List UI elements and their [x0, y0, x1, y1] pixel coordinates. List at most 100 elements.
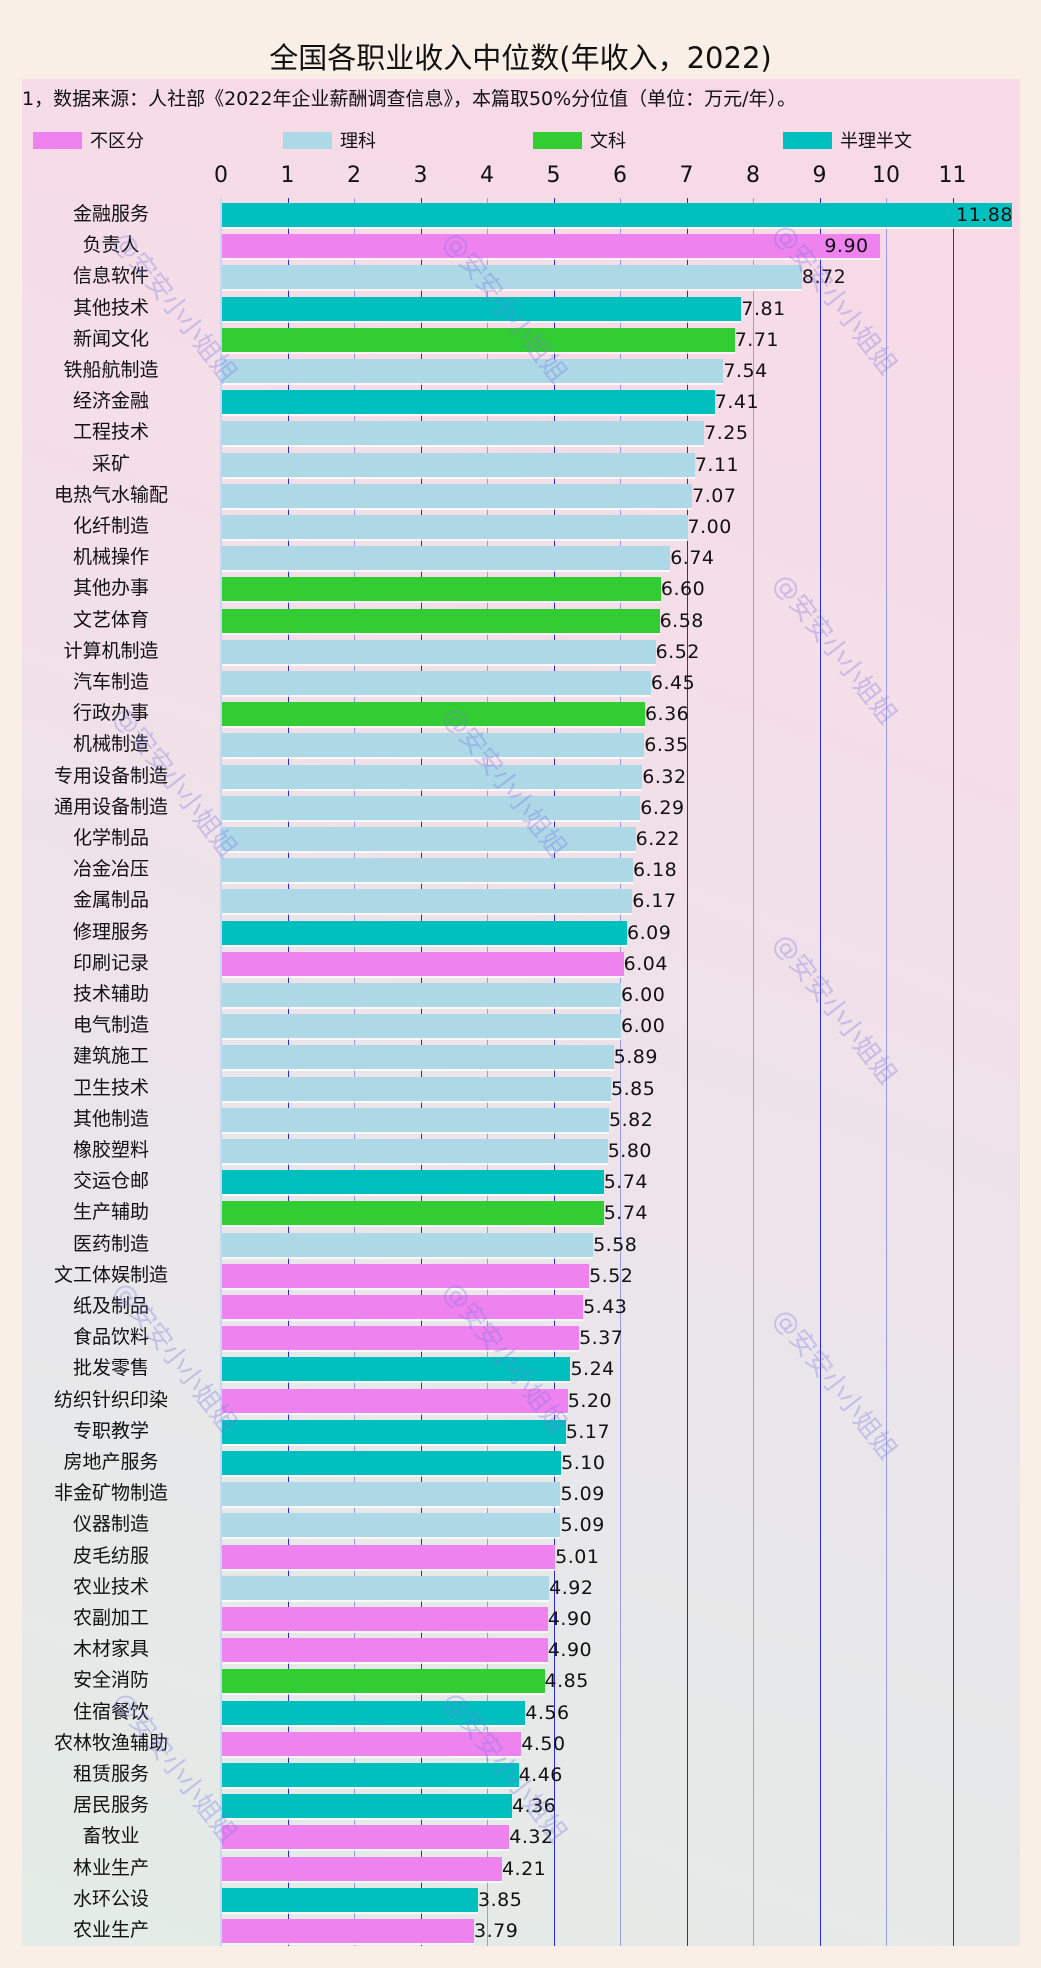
value-label: 5.37: [579, 1327, 624, 1350]
bar-row: 采矿 7.11: [0, 448, 1041, 479]
category-label: 负责人: [82, 234, 140, 257]
bar: [222, 1263, 590, 1288]
category-label: 住宿餐饮: [72, 1700, 149, 1723]
axis-tick-label: 0: [214, 163, 228, 188]
bar: [222, 764, 643, 789]
value-label: 7.00: [687, 516, 732, 538]
bar: [222, 1919, 475, 1943]
value-label: 5.52: [589, 1264, 634, 1287]
gridline: [288, 198, 289, 1946]
bar-row: 农副加工 4.90: [0, 1602, 1041, 1633]
category-label: 专职教学: [72, 1419, 149, 1442]
bar: [222, 858, 633, 883]
bar: [222, 608, 660, 633]
category-label: 批发零售: [72, 1357, 149, 1380]
bar-row: 其他技术 7.81: [0, 292, 1041, 323]
bar: [222, 795, 641, 820]
category-label: 其他制造: [72, 1107, 149, 1130]
value-label: 7.41: [714, 391, 760, 414]
value-label: 6.04: [623, 952, 668, 975]
value-label: 5.20: [567, 1389, 613, 1412]
bar-row: 交运仓邮 5.74: [0, 1165, 1041, 1196]
gridline: [820, 198, 821, 1946]
bar-row: 其他制造 5.82: [0, 1103, 1041, 1134]
bar: [222, 733, 645, 758]
category-label: 畜牧业: [82, 1825, 140, 1848]
axis-tick-label: 6: [613, 163, 627, 188]
legend-label: 理科: [340, 131, 376, 152]
bar-row: 负责人 9.90: [0, 229, 1041, 260]
category-label: 卫生技术: [72, 1076, 149, 1099]
bar-row: 电热气水输配 7.07: [0, 479, 1041, 510]
value-label: 7.07: [692, 484, 737, 507]
bar-row: 行政办事 6.36: [0, 697, 1041, 728]
value-label: 4.92: [549, 1576, 594, 1599]
category-label: 纸及制品: [72, 1295, 149, 1317]
value-label: 5.74: [603, 1171, 649, 1194]
value-label: 6.18: [632, 859, 678, 882]
bar-row: 专用设备制造 6.32: [0, 760, 1041, 791]
category-label: 计算机制造: [63, 639, 159, 662]
value-label: 4.32: [509, 1826, 554, 1849]
category-label: 电气制造: [72, 1014, 149, 1037]
bar: [222, 1107, 610, 1132]
category-label: 化纤制造: [72, 515, 149, 537]
gridline: [886, 198, 887, 1946]
bar: [222, 702, 645, 727]
legend-swatch-icon: [533, 131, 582, 149]
bar-row: 机械操作 6.74: [0, 541, 1041, 572]
gridline: [953, 198, 954, 1946]
source-note: 1，数据来源：人社部《2022年企业薪酬调查信息》，本篇取50%分位值（单位：万…: [22, 88, 797, 110]
value-label: 7.71: [734, 328, 780, 351]
value-label: 7.25: [704, 422, 749, 445]
bar-row: 冶金冶压 6.18: [0, 853, 1041, 884]
bar: [222, 1295, 584, 1319]
bar: [222, 1887, 479, 1912]
bar: [222, 1544, 556, 1569]
bar-row: 电气制造 6.00: [0, 1009, 1041, 1040]
bar-row: 专职教学 5.17: [0, 1415, 1041, 1446]
chart-panel: [22, 79, 1020, 1946]
gridline: [487, 198, 488, 1946]
value-label: 4.90: [547, 1639, 593, 1662]
category-label: 冶金冶压: [72, 858, 149, 881]
legend: 不区分 理科 文科 半理半文: [0, 128, 1041, 152]
category-label: 林业生产: [72, 1856, 149, 1879]
bar-row: 金属制品 6.17: [0, 884, 1041, 915]
category-label: 居民服务: [72, 1794, 149, 1817]
bar-row: 印刷记录 6.04: [0, 947, 1041, 978]
category-label: 橡胶塑料: [72, 1139, 149, 1161]
gridline: [554, 198, 555, 1946]
axis-tick-label: 5: [546, 163, 561, 188]
bar-row: 技术辅助 6.00: [0, 978, 1041, 1009]
value-label: 6.00: [621, 984, 666, 1006]
axis-tick-label: 8: [746, 163, 760, 188]
category-label: 工程技术: [72, 421, 149, 444]
bar-row: 房地产服务 5.10: [0, 1446, 1041, 1477]
bar: [222, 1326, 580, 1351]
category-label: 专用设备制造: [53, 764, 168, 787]
value-label: 4.56: [525, 1701, 570, 1724]
bar-row: 居民服务 4.36: [0, 1789, 1041, 1820]
bar: [222, 1575, 550, 1600]
value-label: 5.10: [561, 1452, 606, 1474]
category-label: 农业生产: [72, 1919, 149, 1941]
bar: [222, 265, 802, 290]
legend-label: 不区分: [90, 131, 144, 152]
bar: [222, 1825, 510, 1850]
value-label: 6.17: [632, 890, 677, 913]
bar: [222, 1388, 568, 1413]
bar: [222, 390, 715, 415]
value-label: 6.29: [640, 796, 685, 819]
category-label: 其他办事: [72, 577, 149, 600]
bar: [222, 452, 695, 477]
bar: [222, 1731, 522, 1756]
value-label: 6.32: [642, 765, 687, 788]
value-label: 6.35: [644, 734, 689, 757]
category-label: 行政办事: [72, 702, 149, 725]
axis-tick-label: 7: [679, 163, 694, 188]
bar: [222, 1045, 614, 1070]
bar: [222, 671, 651, 695]
legend-swatch-icon: [33, 131, 82, 149]
category-label: 铁船航制造: [63, 359, 159, 381]
